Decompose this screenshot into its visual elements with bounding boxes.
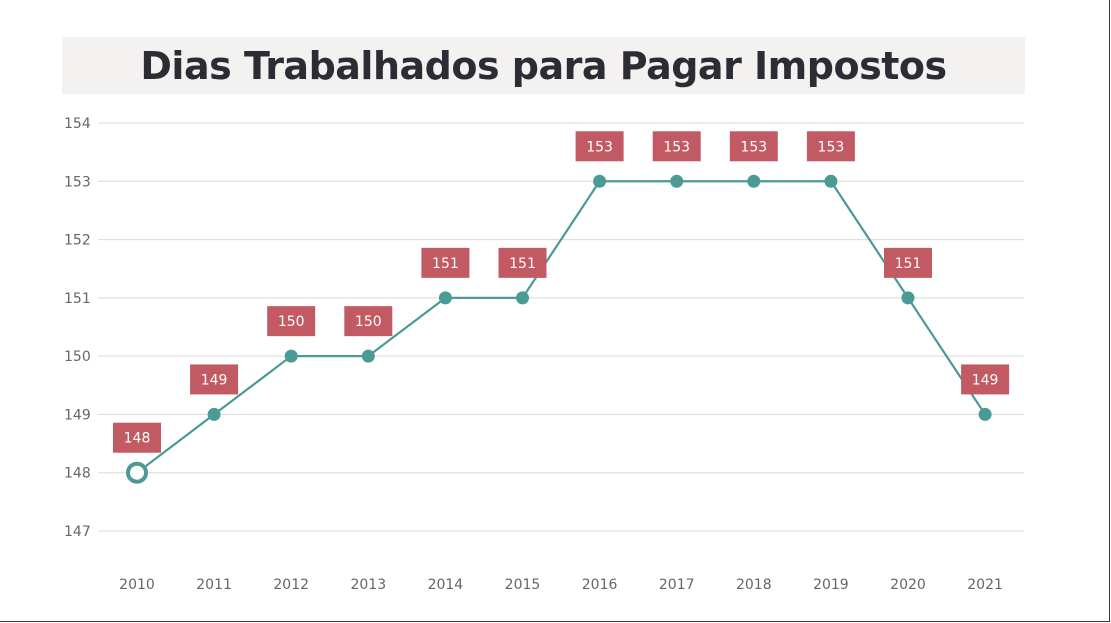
- data-label: 151: [509, 256, 536, 272]
- x-tick-label: 2011: [196, 577, 232, 593]
- data-label-box: [729, 131, 778, 162]
- data-label-box: [190, 364, 239, 395]
- data-point: [824, 174, 838, 188]
- title-bar: Dias Trabalhados para Pagar Impostos: [62, 37, 1025, 94]
- data-point: [747, 174, 761, 188]
- data-label: 153: [663, 139, 690, 155]
- y-tick-label: 148: [64, 466, 91, 482]
- data-point-highlighted: [126, 461, 148, 484]
- data-point: [670, 174, 684, 188]
- data-point: [593, 174, 607, 188]
- data-label-box: [652, 131, 701, 162]
- data-label-box: [421, 247, 470, 278]
- data-point: [516, 291, 529, 305]
- y-tick-label: 150: [64, 349, 91, 365]
- data-label: 153: [740, 139, 767, 155]
- x-tick-label: 2010: [119, 577, 155, 593]
- data-point: [361, 349, 375, 363]
- data-label: 148: [124, 431, 151, 447]
- data-label-box: [806, 131, 855, 162]
- y-tick-label: 152: [64, 233, 91, 249]
- data-label: 149: [201, 372, 228, 388]
- data-point: [284, 349, 298, 363]
- data-point: [978, 407, 992, 421]
- x-tick-label: 2017: [659, 577, 695, 593]
- x-tick-label: 2014: [428, 577, 464, 593]
- y-tick-label: 154: [64, 116, 91, 132]
- data-point: [207, 407, 221, 421]
- x-tick-label: 2021: [967, 577, 1003, 593]
- x-tick-label: 2019: [813, 577, 849, 593]
- data-label-box: [575, 131, 624, 162]
- data-label-box: [961, 364, 1010, 395]
- x-tick-label: 2016: [582, 577, 618, 593]
- series-line: [136, 180, 987, 474]
- data-point: [901, 291, 915, 305]
- data-label-box: [884, 247, 932, 278]
- data-label-box: [498, 247, 547, 278]
- chart-title: Dias Trabalhados para Pagar Impostos: [140, 43, 947, 88]
- data-label: 150: [355, 314, 382, 330]
- y-tick-label: 153: [64, 174, 91, 190]
- data-label-box: [113, 422, 161, 453]
- y-tick-label: 149: [64, 407, 91, 423]
- data-label-box: [344, 306, 393, 337]
- y-tick-label: 147: [64, 524, 91, 540]
- data-label: 151: [432, 256, 459, 272]
- x-tick-label: 2020: [890, 577, 926, 593]
- data-point: [438, 291, 452, 305]
- x-tick-label: 2018: [736, 577, 772, 593]
- data-label: 150: [278, 314, 305, 330]
- data-label: 153: [818, 139, 845, 155]
- y-tick-label: 151: [64, 291, 91, 307]
- x-tick-label: 2013: [350, 577, 386, 593]
- x-tick-label: 2012: [273, 577, 309, 593]
- data-label-box: [267, 306, 316, 337]
- data-label: 153: [586, 139, 613, 155]
- data-label: 149: [972, 372, 999, 388]
- data-label: 151: [895, 256, 922, 272]
- x-tick-label: 2015: [505, 577, 541, 593]
